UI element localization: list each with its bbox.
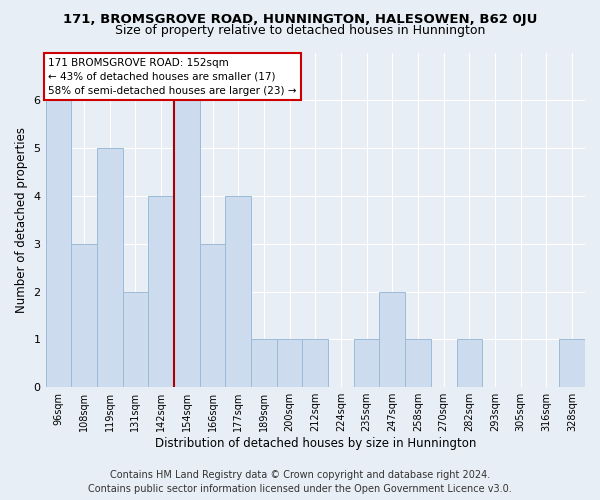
Bar [277, 340, 302, 387]
Text: Size of property relative to detached houses in Hunnington: Size of property relative to detached ho… [115, 24, 485, 37]
Bar [148, 196, 174, 387]
X-axis label: Distribution of detached houses by size in Hunnington: Distribution of detached houses by size … [155, 437, 476, 450]
Bar [354, 340, 379, 387]
Bar [379, 292, 405, 387]
Bar [97, 148, 122, 387]
Bar [226, 196, 251, 387]
Y-axis label: Number of detached properties: Number of detached properties [15, 127, 28, 313]
Bar [200, 244, 226, 387]
Bar [559, 340, 585, 387]
Bar [405, 340, 431, 387]
Text: Contains HM Land Registry data © Crown copyright and database right 2024.
Contai: Contains HM Land Registry data © Crown c… [88, 470, 512, 494]
Bar [302, 340, 328, 387]
Bar [457, 340, 482, 387]
Bar [251, 340, 277, 387]
Bar [46, 100, 71, 387]
Bar [71, 244, 97, 387]
Bar [174, 100, 200, 387]
Text: 171, BROMSGROVE ROAD, HUNNINGTON, HALESOWEN, B62 0JU: 171, BROMSGROVE ROAD, HUNNINGTON, HALESO… [63, 12, 537, 26]
Text: 171 BROMSGROVE ROAD: 152sqm
← 43% of detached houses are smaller (17)
58% of sem: 171 BROMSGROVE ROAD: 152sqm ← 43% of det… [48, 58, 297, 96]
Bar [122, 292, 148, 387]
